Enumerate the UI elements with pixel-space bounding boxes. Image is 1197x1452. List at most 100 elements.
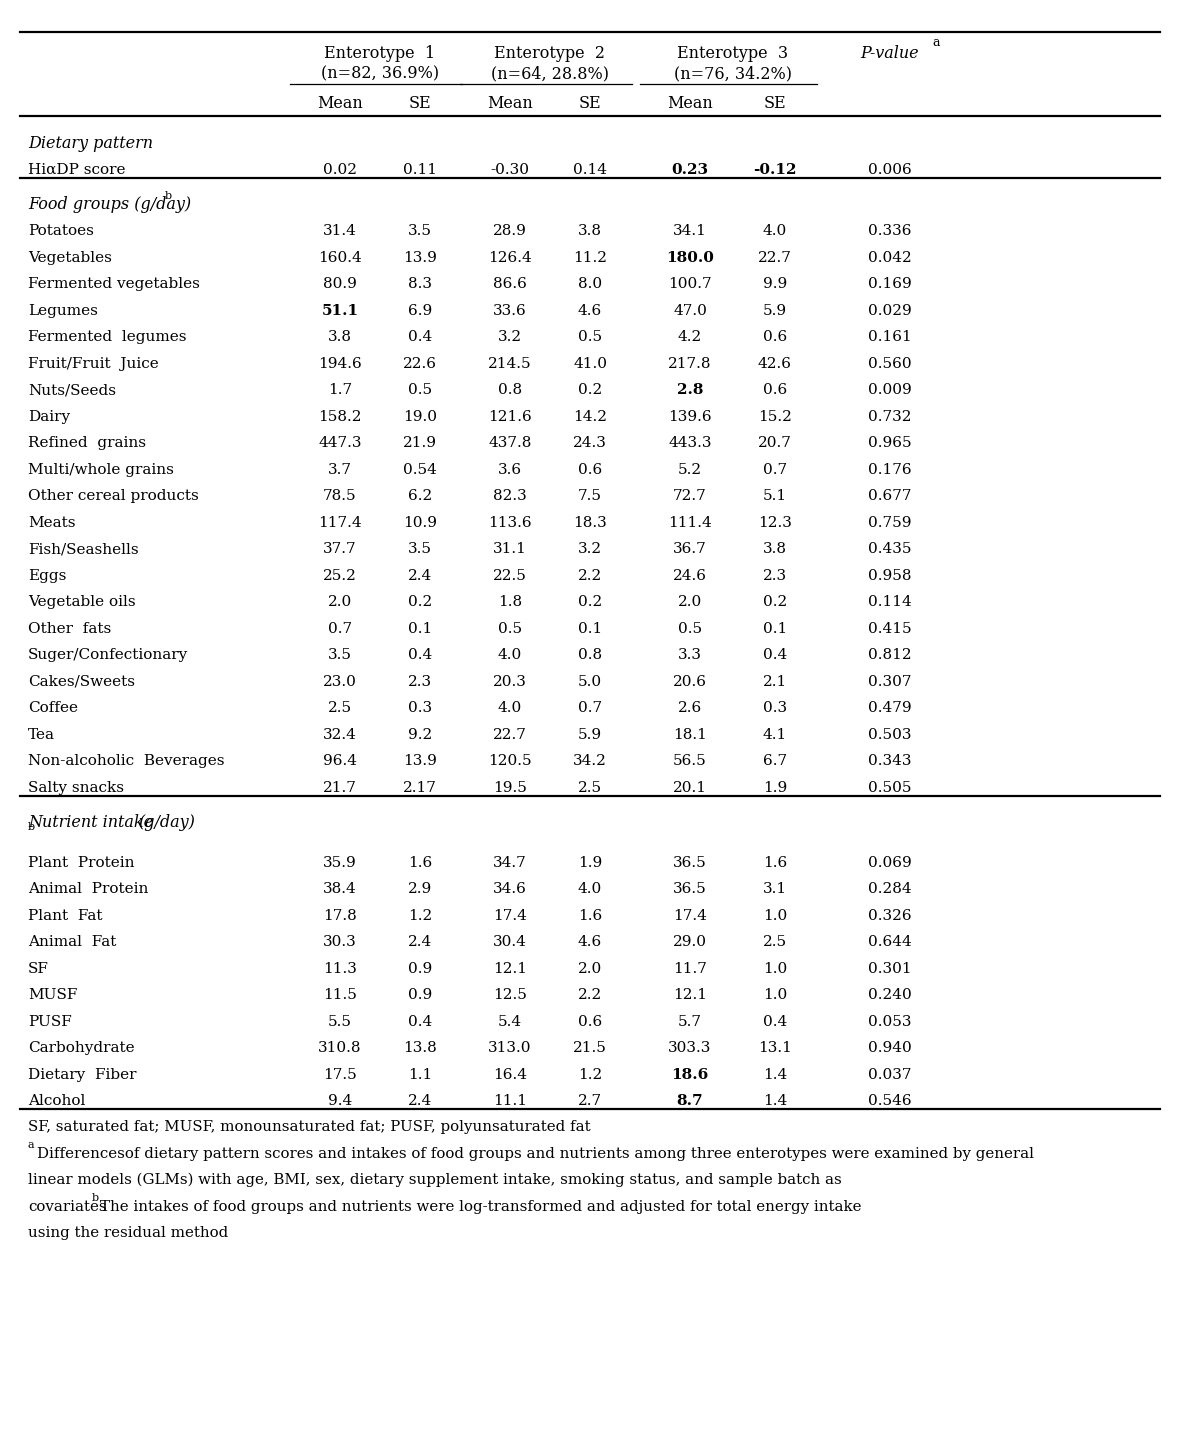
Text: 3.3: 3.3 [678,648,701,662]
Text: 2.0: 2.0 [578,961,602,976]
Text: 14.2: 14.2 [573,409,607,424]
Text: 0.006: 0.006 [868,163,912,177]
Text: 0.3: 0.3 [762,701,788,714]
Text: Enterotype  1: Enterotype 1 [324,45,436,62]
Text: 0.479: 0.479 [868,701,912,714]
Text: 24.3: 24.3 [573,436,607,450]
Text: 15.2: 15.2 [758,409,792,424]
Text: 0.5: 0.5 [678,621,703,636]
Text: 41.0: 41.0 [573,357,607,370]
Text: 4.2: 4.2 [678,330,703,344]
Text: 5.7: 5.7 [678,1015,701,1028]
Text: 21.5: 21.5 [573,1041,607,1056]
Text: 28.9: 28.9 [493,224,527,238]
Text: 0.5: 0.5 [498,621,522,636]
Text: 0.069: 0.069 [868,855,912,870]
Text: 2.6: 2.6 [678,701,703,714]
Text: 18.6: 18.6 [672,1067,709,1082]
Text: 0.5: 0.5 [578,330,602,344]
Text: a: a [28,1140,35,1150]
Text: 0.284: 0.284 [868,881,912,896]
Text: Mean: Mean [317,96,363,112]
Text: 3.8: 3.8 [762,542,786,556]
Text: 8.7: 8.7 [676,1093,704,1108]
Text: 17.4: 17.4 [673,909,707,922]
Text: 0.435: 0.435 [868,542,912,556]
Text: 36.5: 36.5 [673,881,707,896]
Text: 160.4: 160.4 [318,251,361,264]
Text: 4.0: 4.0 [498,648,522,662]
Text: 2.8: 2.8 [676,383,704,396]
Text: SF: SF [28,961,49,976]
Text: 0.4: 0.4 [408,330,432,344]
Text: 0.415: 0.415 [868,621,912,636]
Text: 34.2: 34.2 [573,754,607,768]
Text: 0.54: 0.54 [403,463,437,476]
Text: 34.7: 34.7 [493,855,527,870]
Text: 0.326: 0.326 [868,909,912,922]
Text: 1.2: 1.2 [578,1067,602,1082]
Text: 6.2: 6.2 [408,489,432,502]
Text: 0.560: 0.560 [868,357,912,370]
Text: a: a [932,36,940,49]
Text: 0.114: 0.114 [868,595,912,608]
Text: 30.4: 30.4 [493,935,527,950]
Text: 13.9: 13.9 [403,251,437,264]
Text: MUSF: MUSF [28,987,78,1002]
Text: 18.1: 18.1 [673,727,707,742]
Text: 3.7: 3.7 [328,463,352,476]
Text: 5.9: 5.9 [578,727,602,742]
Text: 0.169: 0.169 [868,277,912,290]
Text: 0.009: 0.009 [868,383,912,396]
Text: 1.9: 1.9 [762,781,788,794]
Text: 0.8: 0.8 [578,648,602,662]
Text: 86.6: 86.6 [493,277,527,290]
Text: 4.6: 4.6 [578,303,602,318]
Text: 11.3: 11.3 [323,961,357,976]
Text: 18.3: 18.3 [573,515,607,530]
Text: 22.6: 22.6 [403,357,437,370]
Text: 0.644: 0.644 [868,935,912,950]
Text: Animal  Fat: Animal Fat [28,935,116,950]
Text: 100.7: 100.7 [668,277,712,290]
Text: 3.2: 3.2 [498,330,522,344]
Text: 2.5: 2.5 [578,781,602,794]
Text: 13.1: 13.1 [758,1041,792,1056]
Text: 2.2: 2.2 [578,987,602,1002]
Text: HiαDP score: HiαDP score [28,163,126,177]
Text: 0.7: 0.7 [578,701,602,714]
Text: 31.4: 31.4 [323,224,357,238]
Text: 0.6: 0.6 [762,330,788,344]
Text: -0.30: -0.30 [491,163,529,177]
Text: 4.1: 4.1 [762,727,788,742]
Text: 121.6: 121.6 [488,409,531,424]
Text: 0.958: 0.958 [868,569,912,582]
Text: 0.4: 0.4 [762,648,788,662]
Text: 4.0: 4.0 [578,881,602,896]
Text: 180.0: 180.0 [666,251,713,264]
Text: SE: SE [408,96,431,112]
Text: Coffee: Coffee [28,701,78,714]
Text: Plant  Fat: Plant Fat [28,909,103,922]
Text: 4.0: 4.0 [762,224,788,238]
Text: Tea: Tea [28,727,55,742]
Text: 0.307: 0.307 [868,675,912,688]
Text: 2.5: 2.5 [762,935,788,950]
Text: 25.2: 25.2 [323,569,357,582]
Text: 3.6: 3.6 [498,463,522,476]
Text: Potatoes: Potatoes [28,224,93,238]
Text: 0.505: 0.505 [868,781,912,794]
Text: 11.1: 11.1 [493,1093,527,1108]
Text: Dietary pattern: Dietary pattern [28,135,153,152]
Text: (g/day): (g/day) [138,813,195,831]
Text: 5.0: 5.0 [578,675,602,688]
Text: b: b [165,190,172,200]
Text: 4.0: 4.0 [498,701,522,714]
Text: 0.2: 0.2 [408,595,432,608]
Text: 1.6: 1.6 [762,855,788,870]
Text: 5.5: 5.5 [328,1015,352,1028]
Text: 3.8: 3.8 [328,330,352,344]
Text: 0.4: 0.4 [408,648,432,662]
Text: 20.3: 20.3 [493,675,527,688]
Text: 0.965: 0.965 [868,436,912,450]
